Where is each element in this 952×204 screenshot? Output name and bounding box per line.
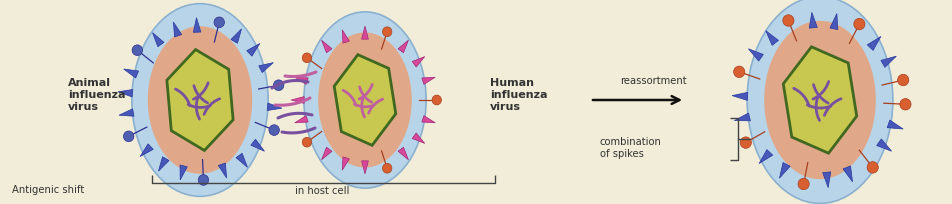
Polygon shape xyxy=(783,47,857,153)
Polygon shape xyxy=(887,120,903,129)
Ellipse shape xyxy=(867,162,879,173)
Polygon shape xyxy=(334,55,396,145)
Polygon shape xyxy=(180,165,188,180)
Ellipse shape xyxy=(783,15,794,26)
Ellipse shape xyxy=(198,175,208,185)
Polygon shape xyxy=(295,77,308,84)
Polygon shape xyxy=(830,14,838,30)
Polygon shape xyxy=(342,157,349,170)
Polygon shape xyxy=(422,116,435,123)
Polygon shape xyxy=(422,77,435,84)
Ellipse shape xyxy=(898,74,909,86)
Ellipse shape xyxy=(734,66,744,78)
Ellipse shape xyxy=(798,178,809,190)
Ellipse shape xyxy=(764,21,876,179)
Polygon shape xyxy=(881,56,897,67)
Polygon shape xyxy=(867,37,881,50)
Polygon shape xyxy=(809,12,817,28)
Ellipse shape xyxy=(304,12,426,188)
Polygon shape xyxy=(173,22,182,37)
Polygon shape xyxy=(322,40,332,53)
Polygon shape xyxy=(342,30,349,43)
Polygon shape xyxy=(140,144,153,156)
Polygon shape xyxy=(398,40,408,53)
Ellipse shape xyxy=(900,99,911,110)
Polygon shape xyxy=(167,50,233,151)
Polygon shape xyxy=(780,163,790,178)
Ellipse shape xyxy=(747,0,893,203)
Polygon shape xyxy=(748,49,764,61)
Polygon shape xyxy=(152,33,164,47)
Polygon shape xyxy=(362,26,368,39)
Text: combination
of spikes: combination of spikes xyxy=(600,137,662,159)
Polygon shape xyxy=(362,161,368,174)
Ellipse shape xyxy=(124,131,134,142)
Ellipse shape xyxy=(303,137,311,147)
Polygon shape xyxy=(843,166,853,182)
Polygon shape xyxy=(193,18,201,32)
Polygon shape xyxy=(759,150,773,164)
Ellipse shape xyxy=(148,26,252,174)
Polygon shape xyxy=(291,97,304,103)
Polygon shape xyxy=(734,113,750,121)
Polygon shape xyxy=(398,147,408,160)
Polygon shape xyxy=(118,90,133,97)
Polygon shape xyxy=(259,63,273,73)
Polygon shape xyxy=(119,109,134,116)
Ellipse shape xyxy=(273,80,284,91)
Ellipse shape xyxy=(741,137,751,148)
Polygon shape xyxy=(218,163,227,178)
Polygon shape xyxy=(124,69,139,78)
Text: Human
influenza
virus: Human influenza virus xyxy=(490,78,547,112)
Ellipse shape xyxy=(854,18,865,30)
Ellipse shape xyxy=(432,95,442,105)
Polygon shape xyxy=(823,172,831,188)
Polygon shape xyxy=(412,133,425,143)
Polygon shape xyxy=(247,43,260,56)
Ellipse shape xyxy=(131,4,268,196)
Polygon shape xyxy=(877,139,892,151)
Polygon shape xyxy=(765,31,779,45)
Polygon shape xyxy=(268,103,282,111)
Ellipse shape xyxy=(383,27,392,37)
Ellipse shape xyxy=(318,32,412,167)
Polygon shape xyxy=(158,157,169,171)
Polygon shape xyxy=(732,92,747,100)
Text: in host cell: in host cell xyxy=(295,186,349,196)
Text: Animal
influenza
virus: Animal influenza virus xyxy=(68,78,126,112)
Polygon shape xyxy=(250,139,265,151)
Polygon shape xyxy=(236,153,248,167)
Polygon shape xyxy=(231,29,242,43)
Ellipse shape xyxy=(269,125,279,135)
Text: reassortment: reassortment xyxy=(620,76,686,86)
Ellipse shape xyxy=(214,17,225,28)
Polygon shape xyxy=(295,116,308,123)
Polygon shape xyxy=(322,147,332,160)
Ellipse shape xyxy=(383,163,392,173)
Ellipse shape xyxy=(132,45,143,55)
Polygon shape xyxy=(412,57,425,67)
Text: Antigenic shift: Antigenic shift xyxy=(12,185,84,195)
Ellipse shape xyxy=(303,53,311,63)
